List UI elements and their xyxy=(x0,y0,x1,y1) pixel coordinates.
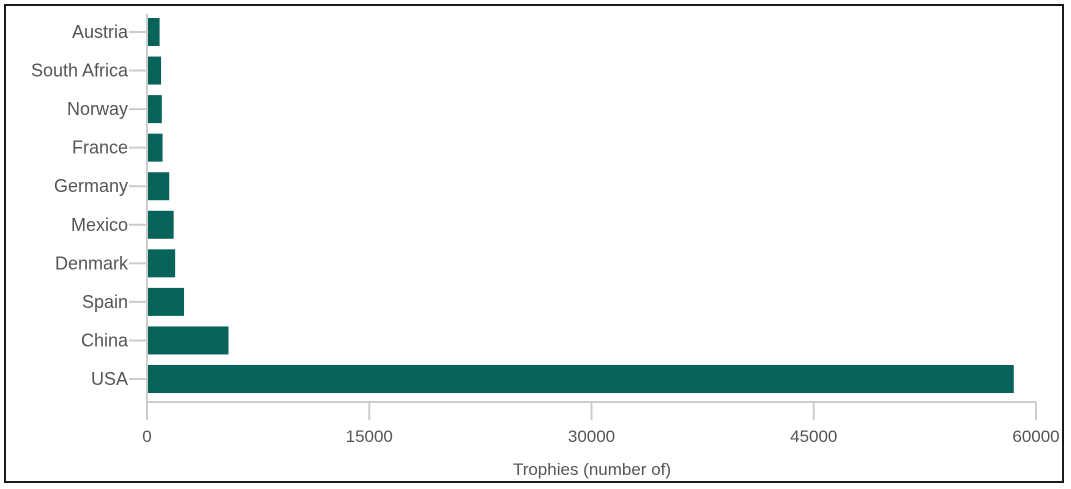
bar-china xyxy=(148,326,229,355)
y-tick-label-norway: Norway xyxy=(67,99,128,119)
x-tick-label-15000: 15000 xyxy=(346,427,393,446)
x-tick-label-45000: 45000 xyxy=(790,427,837,446)
chart-frame xyxy=(4,4,1064,483)
bar-denmark xyxy=(148,249,176,278)
y-tick-label-south-africa: South Africa xyxy=(31,61,129,81)
bar-mexico xyxy=(148,210,174,239)
y-tick-label-germany: Germany xyxy=(54,176,128,196)
y-tick-label-austria: Austria xyxy=(72,22,129,42)
bar-usa xyxy=(148,365,1014,393)
bar-austria xyxy=(148,18,160,46)
y-tick-label-mexico: Mexico xyxy=(71,215,128,235)
y-axis: Austria South Africa Norway France Germany Me… xyxy=(31,14,148,402)
y-tick-label-china: China xyxy=(81,330,129,350)
x-tick-label-60000: 60000 xyxy=(1012,427,1059,446)
bar-spain xyxy=(148,287,185,316)
x-tick-label-30000: 30000 xyxy=(568,427,615,446)
bar-france xyxy=(148,133,163,162)
bar-norway xyxy=(148,95,162,124)
bar-south-africa xyxy=(148,56,162,85)
y-tick-label-spain: Spain xyxy=(82,292,128,312)
bars-group xyxy=(148,18,1014,393)
x-axis: 0 15000 30000 45000 60000 xyxy=(142,401,1060,446)
x-tick-label-0: 0 xyxy=(142,427,151,446)
x-axis-title: Trophies (number of) xyxy=(513,460,671,479)
bar-germany xyxy=(148,172,170,201)
y-tick-label-france: France xyxy=(72,138,128,158)
y-tick-label-usa: USA xyxy=(91,369,128,389)
y-tick-label-denmark: Denmark xyxy=(55,253,129,273)
